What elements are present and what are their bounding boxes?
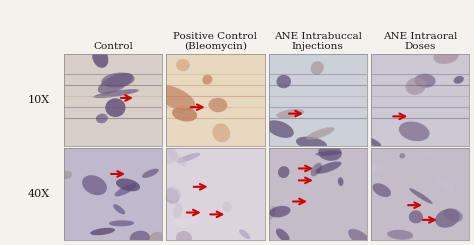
Ellipse shape <box>367 164 385 172</box>
Ellipse shape <box>92 48 109 68</box>
Ellipse shape <box>454 76 464 84</box>
Ellipse shape <box>82 175 107 195</box>
Text: Control: Control <box>93 42 133 51</box>
Ellipse shape <box>399 122 429 141</box>
Ellipse shape <box>373 183 391 197</box>
Ellipse shape <box>164 188 180 204</box>
Text: 10X: 10X <box>27 95 50 105</box>
Ellipse shape <box>435 176 455 193</box>
Ellipse shape <box>177 153 201 163</box>
Ellipse shape <box>276 229 290 242</box>
Ellipse shape <box>239 230 250 239</box>
Ellipse shape <box>307 127 335 140</box>
Ellipse shape <box>116 178 140 191</box>
Ellipse shape <box>172 218 198 225</box>
Ellipse shape <box>444 208 463 222</box>
Text: ANE Intrabuccal
Injections: ANE Intrabuccal Injections <box>274 32 362 51</box>
Ellipse shape <box>348 229 372 245</box>
Ellipse shape <box>409 210 423 223</box>
Ellipse shape <box>90 228 115 235</box>
Ellipse shape <box>409 188 433 204</box>
Ellipse shape <box>173 204 182 219</box>
Ellipse shape <box>338 177 344 186</box>
Ellipse shape <box>98 73 133 94</box>
Ellipse shape <box>202 74 212 85</box>
Ellipse shape <box>269 206 291 217</box>
Ellipse shape <box>310 163 322 176</box>
Ellipse shape <box>434 49 459 64</box>
Ellipse shape <box>414 74 436 88</box>
Ellipse shape <box>278 166 290 178</box>
Ellipse shape <box>101 73 135 87</box>
Ellipse shape <box>414 144 432 154</box>
Ellipse shape <box>172 107 197 122</box>
Ellipse shape <box>364 137 382 147</box>
Ellipse shape <box>105 98 126 117</box>
Ellipse shape <box>142 169 159 178</box>
Text: Positive Control
(Bleomycin): Positive Control (Bleomycin) <box>173 32 257 51</box>
Ellipse shape <box>209 98 228 112</box>
Ellipse shape <box>93 89 139 98</box>
Ellipse shape <box>268 206 276 220</box>
Ellipse shape <box>315 151 341 156</box>
Ellipse shape <box>406 77 426 95</box>
Ellipse shape <box>167 149 187 167</box>
Ellipse shape <box>296 137 327 150</box>
Ellipse shape <box>276 109 304 118</box>
Ellipse shape <box>96 113 108 123</box>
Ellipse shape <box>156 146 178 164</box>
Ellipse shape <box>115 183 137 196</box>
Ellipse shape <box>109 220 134 226</box>
Ellipse shape <box>212 123 230 142</box>
Ellipse shape <box>276 75 291 88</box>
Ellipse shape <box>315 161 341 174</box>
Ellipse shape <box>222 202 231 212</box>
Ellipse shape <box>155 85 195 111</box>
Ellipse shape <box>130 231 150 245</box>
Text: 40X: 40X <box>27 189 50 199</box>
Ellipse shape <box>165 186 181 201</box>
Ellipse shape <box>318 145 342 161</box>
Ellipse shape <box>387 230 413 240</box>
Ellipse shape <box>113 204 125 214</box>
Ellipse shape <box>266 120 294 138</box>
Ellipse shape <box>435 209 460 228</box>
Text: ANE Intraoral
Doses: ANE Intraoral Doses <box>383 32 457 51</box>
Ellipse shape <box>149 232 166 245</box>
Ellipse shape <box>176 231 192 245</box>
Ellipse shape <box>61 171 72 179</box>
Ellipse shape <box>400 153 405 159</box>
Ellipse shape <box>176 59 190 71</box>
Ellipse shape <box>310 61 324 75</box>
